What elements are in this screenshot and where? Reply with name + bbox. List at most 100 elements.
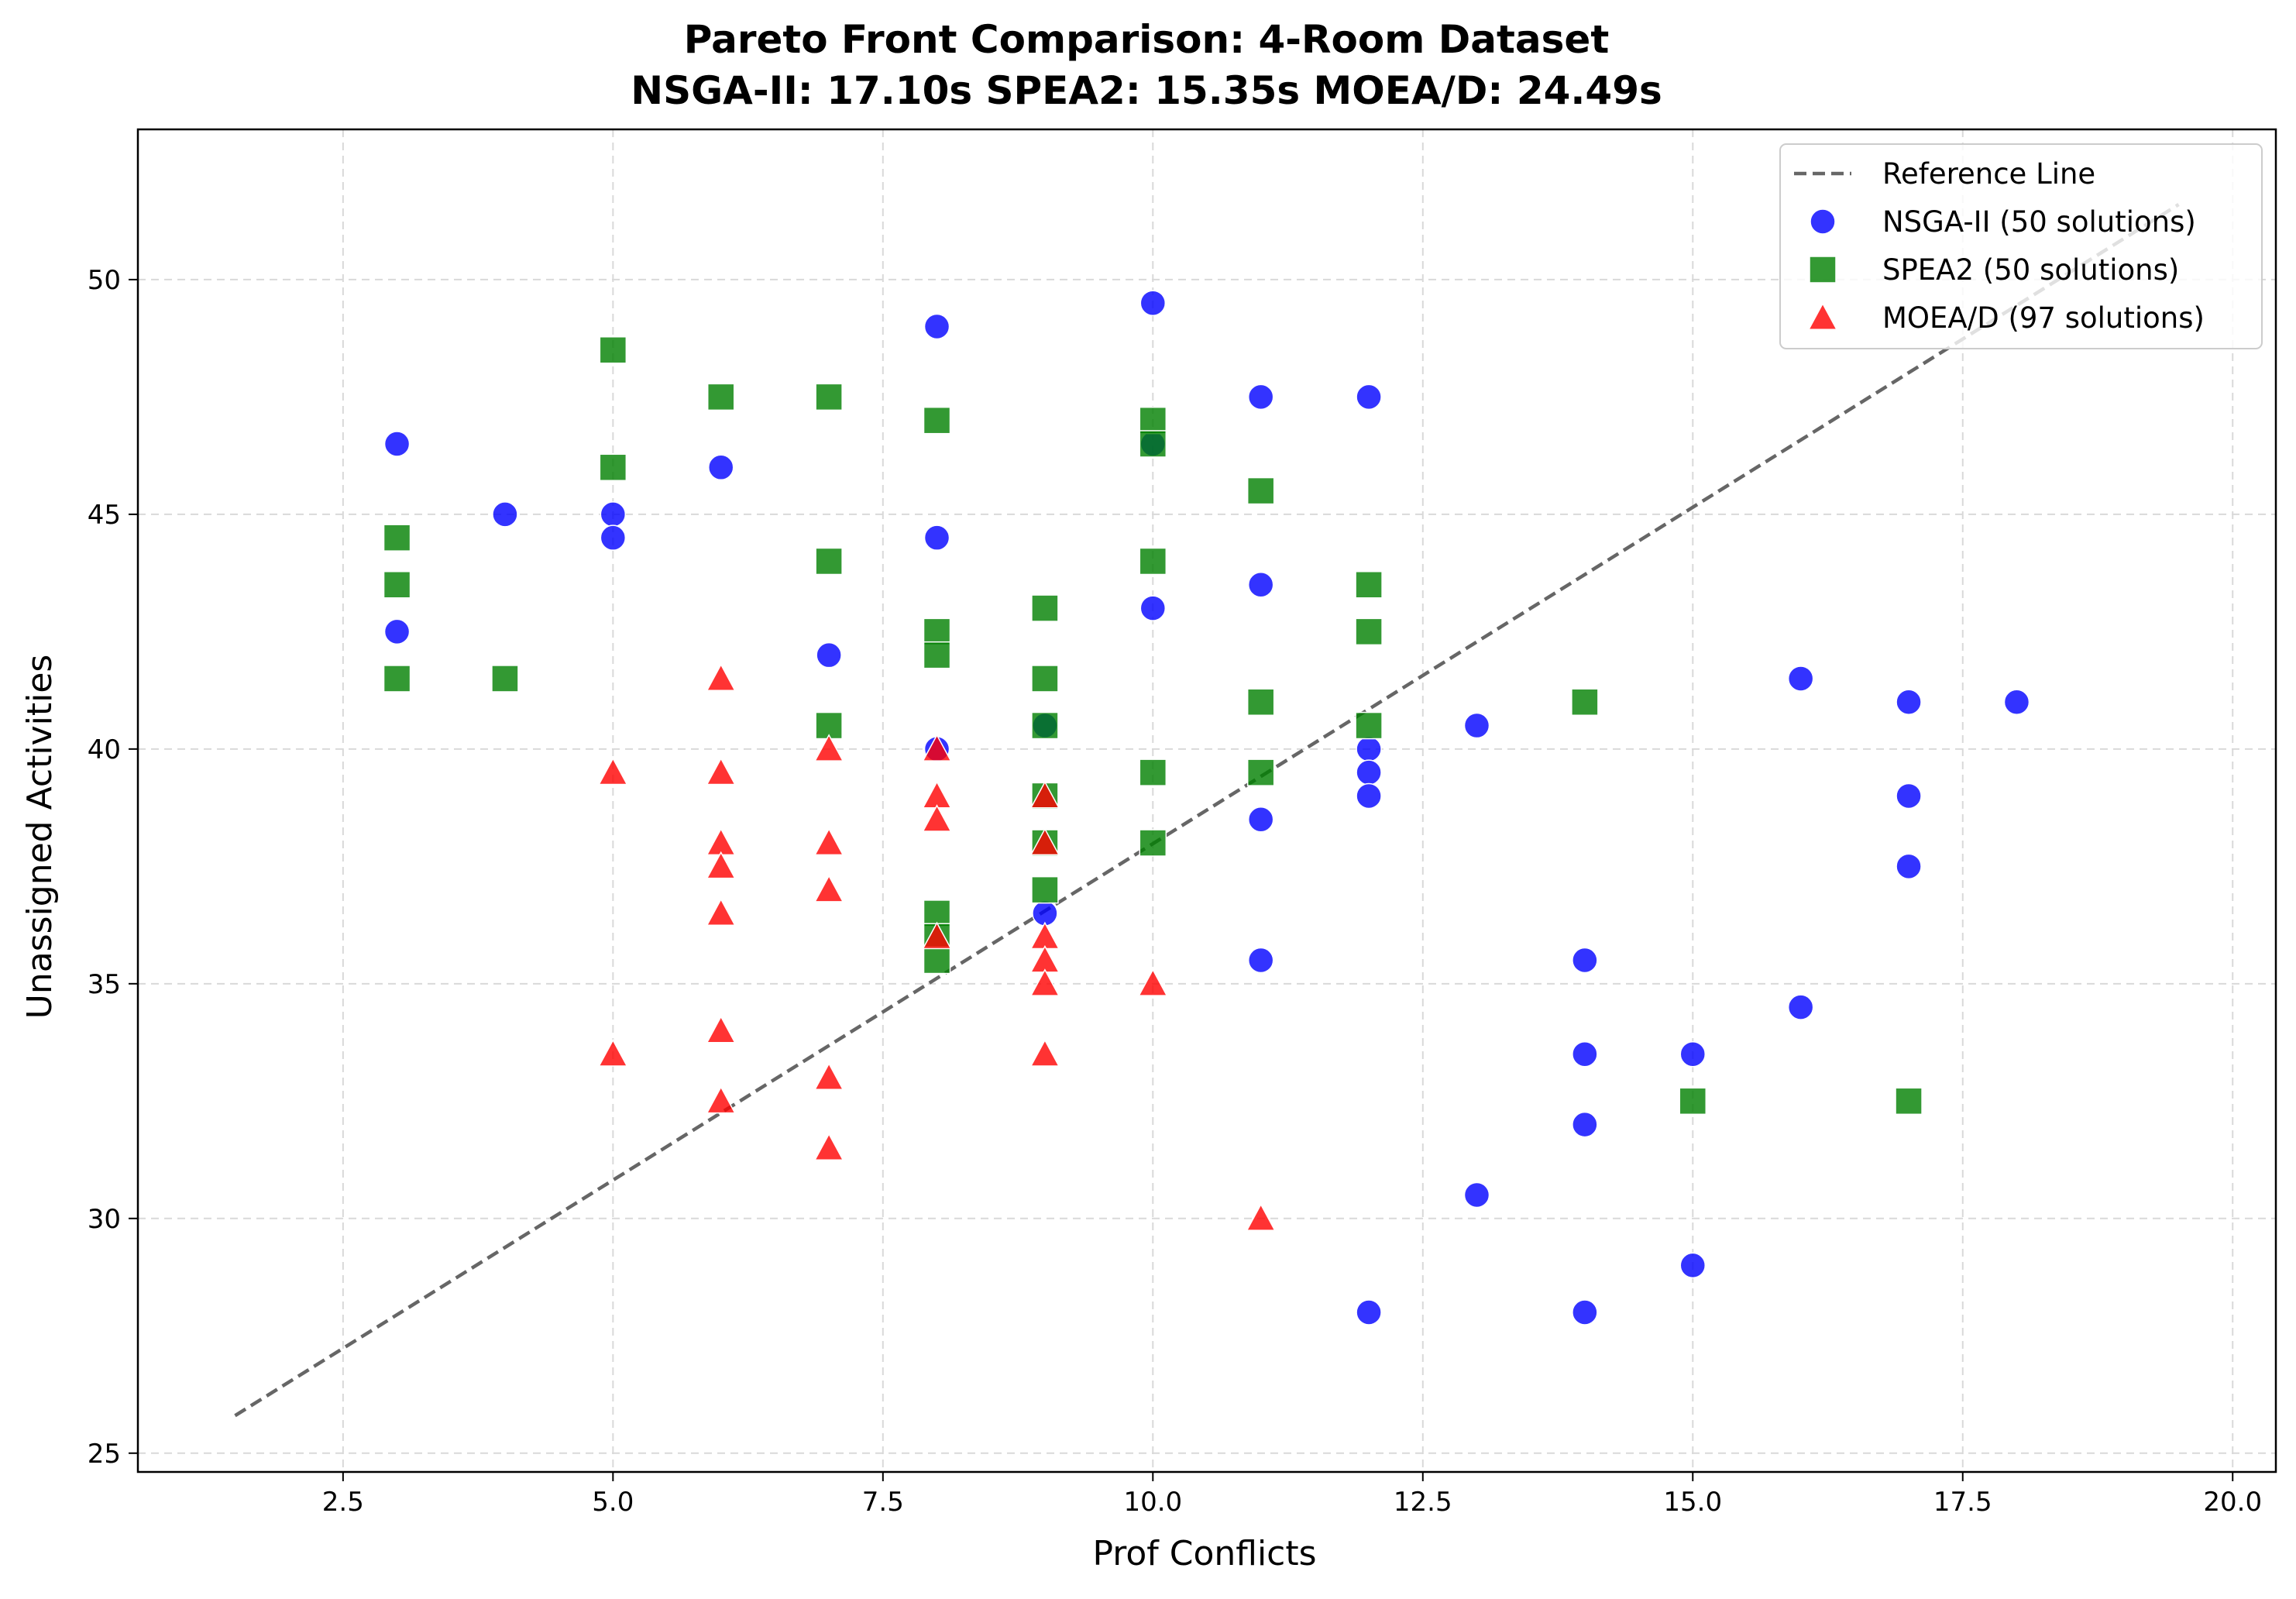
square-point [383, 665, 411, 693]
legend-label: MOEA/D (97 solutions) [1882, 301, 2205, 335]
x-tick-label: 15.0 [1663, 1487, 1722, 1518]
circle-point [1572, 1111, 1598, 1138]
square-point [1031, 594, 1059, 622]
square-point [923, 617, 951, 646]
circle-point [1679, 1040, 1707, 1068]
chart-subtitle: NSGA-II: 17.10s SPEA2: 15.35s MOEA/D: 24… [631, 68, 1662, 113]
circle-point [1356, 383, 1382, 411]
x-tick-label: 7.5 [862, 1487, 904, 1518]
x-axis-label: Prof Conflicts [1092, 1534, 1316, 1573]
triangle-point [706, 663, 736, 692]
circle-point [383, 431, 411, 457]
legend-square-swatch [1809, 256, 1837, 284]
circle-point [1247, 572, 1274, 598]
square-point [1139, 430, 1167, 458]
series-circle [383, 290, 2030, 1326]
circle-point [1896, 782, 1922, 810]
circle-point [923, 524, 950, 551]
y-tick-label: 45 [88, 500, 121, 531]
circle-point [492, 501, 518, 528]
triangle-point [1138, 968, 1168, 996]
triangle-point [598, 1039, 628, 1067]
y-tick-label: 50 [88, 265, 121, 296]
square-point [599, 453, 627, 482]
triangle-point [706, 1085, 736, 1114]
square-point [1679, 1087, 1707, 1116]
triangle-point [706, 757, 736, 786]
triangle-point [706, 1015, 736, 1044]
x-tick-label: 10.0 [1123, 1487, 1182, 1518]
triangle-point [1029, 827, 1060, 856]
chart-title: Pareto Front Comparison: 4-Room Dataset [684, 17, 1609, 62]
legend: Reference Line NSGA-II (50 solutions) SPEA… [1779, 143, 2263, 349]
circle-point [1139, 595, 1167, 621]
square-point [1355, 571, 1383, 599]
circle-point [1356, 736, 1382, 762]
square-point [815, 383, 843, 411]
circle-point [1247, 383, 1274, 411]
square-point [491, 665, 519, 693]
y-tick-label: 35 [88, 969, 121, 1000]
triangle-point [1029, 780, 1060, 809]
triangle-point [922, 921, 952, 950]
triangle-point [1029, 968, 1060, 996]
square-point [923, 641, 951, 669]
circle-point [1463, 712, 1490, 739]
reference-line-layer [234, 203, 2180, 1418]
square-point [383, 524, 411, 552]
circle-point [600, 501, 627, 528]
square-point [1139, 547, 1167, 576]
triangle-point [922, 804, 952, 832]
y-tick-label: 40 [88, 734, 121, 765]
circle-point [1896, 689, 1922, 716]
circle-point [1356, 1299, 1382, 1326]
square-point [1139, 758, 1167, 786]
square-point [815, 547, 843, 576]
triangle-point [706, 827, 736, 856]
square-point [599, 336, 627, 364]
circle-point [1356, 759, 1382, 786]
square-point [383, 571, 411, 599]
square-point [1139, 829, 1167, 857]
square-point [1246, 476, 1275, 505]
triangle-point [1029, 944, 1060, 973]
triangle-point [813, 827, 844, 856]
circle-point [1572, 1299, 1598, 1326]
circle-point [1247, 947, 1274, 974]
circle-point [1787, 665, 1814, 692]
y-axis-label: Unassigned Activities [20, 655, 60, 1020]
circle-point [1572, 947, 1598, 974]
legend-label: Reference Line [1882, 157, 2095, 191]
circle-point [2003, 689, 2030, 716]
legend-circle-swatch [1810, 208, 1836, 235]
square-point [1355, 711, 1383, 740]
circle-point [1572, 1040, 1598, 1068]
triangle-point [598, 757, 628, 786]
square-point [1571, 688, 1599, 717]
circle-point [1139, 290, 1167, 316]
triangle-point [813, 734, 844, 762]
circle-point [1896, 853, 1922, 880]
square-point [1895, 1087, 1923, 1116]
circle-point [923, 313, 950, 340]
legend-label: SPEA2 (50 solutions) [1882, 253, 2179, 287]
square-point [1355, 617, 1383, 646]
y-tick-label: 30 [88, 1204, 121, 1235]
legend-label: NSGA-II (50 solutions) [1882, 205, 2196, 239]
reference-line [234, 203, 2180, 1418]
square-point [706, 383, 735, 411]
square-point [1031, 711, 1059, 740]
square-point [1139, 406, 1167, 435]
square-point [1246, 758, 1275, 786]
circle-point [1247, 806, 1274, 833]
x-tick-label: 2.5 [322, 1487, 364, 1518]
circle-point [383, 618, 411, 645]
triangle-point [922, 780, 952, 809]
triangle-point [922, 734, 952, 762]
x-tick-label: 17.5 [1933, 1487, 1992, 1518]
triangle-point [706, 851, 736, 879]
square-point [1246, 688, 1275, 717]
axis-ticks: 2.5 5.0 7.5 10.0 12.5 15.0 17.5 20.0 25 30 35 40 45 5… [88, 265, 2262, 1518]
legend-box [1779, 143, 2263, 349]
